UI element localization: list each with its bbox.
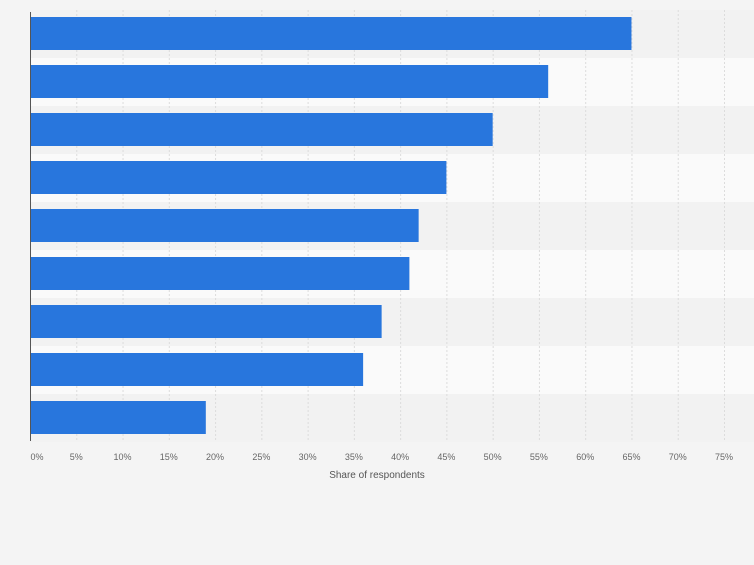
bar	[30, 401, 206, 434]
bar	[30, 209, 419, 242]
x-axis-tick-labels: 0% 5% 10% 15% 20% 25% 30% 35% 40% 45% 50% 55% 60% 65%…	[30, 452, 733, 462]
x-tick-label: 30%	[299, 452, 317, 462]
x-tick-label: 20%	[206, 452, 224, 462]
x-tick-label: 50%	[484, 452, 502, 462]
x-tick-label: 45%	[437, 452, 455, 462]
x-tick-label: 15%	[160, 452, 178, 462]
bar	[30, 113, 493, 146]
x-tick-label: 75%	[715, 452, 733, 462]
x-tick-label: 40%	[391, 452, 409, 462]
x-tick-label: 70%	[669, 452, 687, 462]
bar	[30, 17, 632, 50]
x-tick-label: 5%	[70, 452, 83, 462]
x-tick-label: 60%	[576, 452, 594, 462]
x-tick-label: 0%	[30, 452, 43, 462]
bar	[30, 305, 382, 338]
bar	[30, 161, 447, 194]
bar	[30, 65, 549, 98]
bar	[30, 257, 410, 290]
x-tick-label: 55%	[530, 452, 548, 462]
x-tick-label: 10%	[114, 452, 132, 462]
bar	[30, 353, 364, 386]
x-tick-label: 35%	[345, 452, 363, 462]
x-axis-label: Share of respondents	[329, 470, 425, 481]
x-tick-label: 65%	[622, 452, 640, 462]
bars	[30, 17, 632, 434]
x-tick-label: 25%	[252, 452, 270, 462]
